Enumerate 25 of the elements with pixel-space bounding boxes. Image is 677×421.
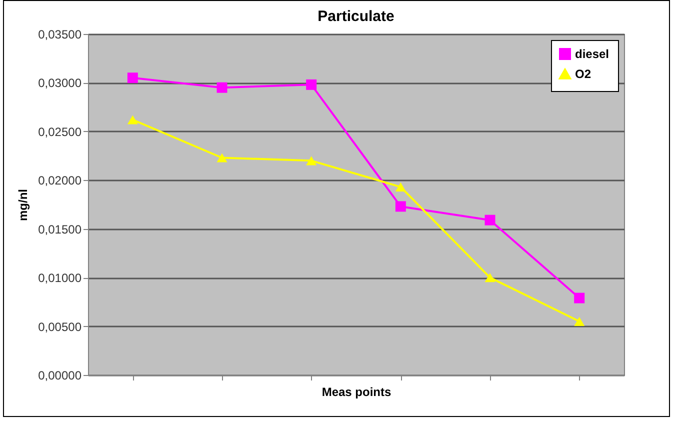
point bbox=[127, 115, 138, 124]
point bbox=[574, 316, 585, 326]
y-axis-title: mg/nl bbox=[16, 189, 30, 221]
point bbox=[127, 72, 138, 84]
legend-label: diesel bbox=[575, 47, 610, 61]
y-tick-label: 0,01000 bbox=[38, 271, 82, 286]
y-tick-label: 0,01500 bbox=[38, 222, 82, 236]
y-tick-label: 0,03500 bbox=[38, 28, 82, 42]
point bbox=[395, 201, 406, 212]
chart-title: Particulate bbox=[318, 8, 394, 25]
point bbox=[484, 273, 496, 282]
point bbox=[216, 153, 228, 162]
y-tick-label: 0,02000 bbox=[38, 174, 82, 188]
y-tick-label: 0,00500 bbox=[38, 320, 82, 334]
y-tick-label: 0,00000 bbox=[38, 368, 82, 382]
y-tick-label: 0,03000 bbox=[38, 76, 82, 90]
point bbox=[484, 214, 496, 226]
point bbox=[395, 182, 406, 192]
x-axis-title: Meas points bbox=[322, 385, 392, 399]
point bbox=[216, 82, 228, 93]
point bbox=[306, 156, 317, 166]
y-tick-label: 0,02500 bbox=[38, 124, 82, 139]
legend-label: O2 bbox=[575, 67, 592, 81]
point bbox=[574, 292, 585, 304]
point bbox=[306, 79, 317, 90]
